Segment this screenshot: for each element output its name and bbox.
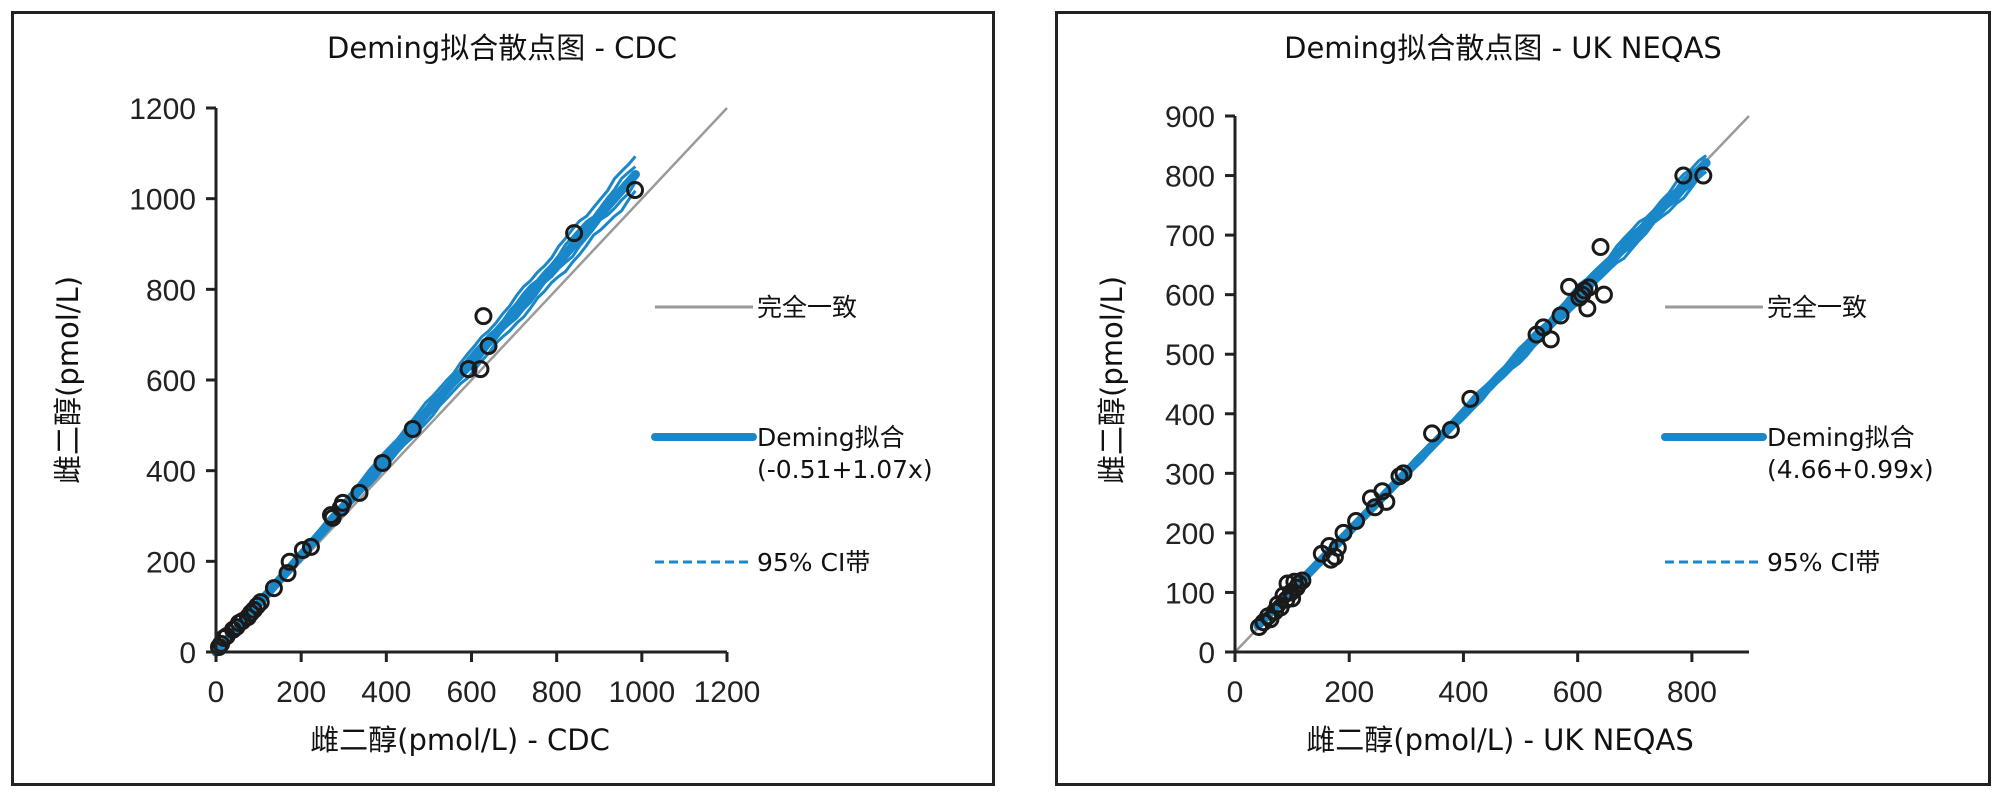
data-point [1461, 389, 1480, 408]
legend-label-fit: Deming拟合 [757, 423, 905, 452]
y-tick-label: 400 [146, 456, 196, 489]
data-point [1289, 574, 1308, 593]
legend-uk-neqas: 完全一致 Deming拟合 (4.66+0.99x) 95% CI带 [1661, 293, 1934, 577]
data-point [471, 360, 490, 379]
data-point [1394, 464, 1413, 483]
y-tick-label: 600 [146, 365, 196, 398]
y-axis-title-cdc: 雌二醇(pmol/L) [51, 276, 85, 484]
chart-panel-cdc [11, 11, 995, 786]
data-point [280, 552, 299, 571]
y-tick-label: 300 [1165, 458, 1215, 491]
x-tick-label: 600 [446, 676, 496, 709]
data-point [1328, 538, 1347, 557]
y-tick-label: 900 [1165, 101, 1215, 134]
data-point [1580, 278, 1599, 297]
legend-label-identity: 完全一致 [1767, 293, 1867, 322]
x-axis-title-uk-neqas: 雌二醇(pmol/L) - UK NEQAS [1306, 723, 1693, 757]
data-point [1347, 511, 1366, 530]
x-tick-label: 200 [276, 676, 326, 709]
data-point [479, 337, 498, 355]
y-tick-label: 800 [146, 274, 196, 307]
y-tick-label: 100 [1165, 577, 1215, 610]
data-point [251, 593, 270, 612]
y-tick-label: 700 [1165, 220, 1215, 253]
deming-fit-line [211, 169, 640, 657]
data-point [350, 483, 369, 502]
x-tick-label: 400 [361, 676, 411, 709]
chart-panel-uk-neqas [1055, 11, 1991, 786]
chart-title-cdc: Deming拟合散点图 - CDC [327, 31, 677, 65]
y-tick-label: 200 [1165, 518, 1215, 551]
y-tick-label: 400 [1165, 399, 1215, 432]
data-point [278, 564, 297, 583]
data-point [333, 493, 352, 512]
legend-label-ci: 95% CI带 [1767, 548, 1880, 577]
data-point [565, 224, 584, 243]
y-tick-label: 600 [1165, 280, 1215, 313]
data-point [403, 419, 422, 438]
data-point [1325, 547, 1344, 566]
x-tick-label: 400 [1438, 676, 1488, 709]
y-axis-title-uk-neqas: 雌二醇(pmol/L) [1095, 276, 1129, 484]
plot-area-uk-neqas: 0 100 200 300 400 500 600 700 800 900 0 200 400 600 80… [1165, 101, 1934, 709]
chart-title-uk-neqas: Deming拟合散点图 - UK NEQAS [1284, 31, 1722, 65]
data-point [1594, 285, 1613, 304]
y-tick-label: 1000 [129, 184, 196, 217]
legend-cdc: 完全一致 Deming拟合 (-0.51+1.07x) 95% CI带 [651, 293, 933, 577]
x-axis-title-cdc: 雌二醇(pmol/L) - CDC [310, 723, 610, 757]
data-point [1591, 238, 1610, 257]
data-point [1377, 492, 1396, 511]
data-point [293, 541, 312, 559]
y-tick-label: 1200 [129, 93, 196, 126]
data-point [1334, 523, 1353, 542]
data-point [1551, 306, 1570, 325]
data-point [1578, 299, 1597, 318]
data-point [1423, 424, 1442, 443]
legend-sublabel-fit: (4.66+0.99x) [1767, 455, 1934, 484]
data-point [1293, 571, 1312, 590]
y-tick-label: 200 [146, 546, 196, 579]
data-point [1694, 166, 1713, 185]
data-point [1283, 589, 1302, 608]
x-tick-label: 0 [208, 676, 225, 709]
x-tick-label: 200 [1324, 676, 1374, 709]
legend-label-fit: Deming拟合 [1767, 423, 1915, 452]
x-tick-label: 600 [1553, 676, 1603, 709]
data-point [1541, 330, 1560, 349]
data-point [626, 181, 645, 200]
x-tick-label: 1000 [608, 676, 675, 709]
y-tick-label: 0 [179, 637, 196, 670]
y-tick-label: 500 [1165, 339, 1215, 372]
plot-area-cdc: 0 200 400 600 800 1000 1200 0 200 400 600 800 1000 12… [129, 93, 932, 709]
data-point [264, 579, 283, 598]
y-tick-label: 0 [1198, 637, 1215, 670]
data-point [248, 596, 267, 615]
legend-sublabel-fit: (-0.51+1.07x) [757, 455, 933, 484]
data-point [1373, 482, 1392, 501]
x-tick-label: 800 [1667, 676, 1717, 709]
data-point [301, 537, 320, 556]
legend-label-identity: 完全一致 [757, 293, 857, 322]
data-point [1441, 420, 1460, 439]
data-point [459, 360, 478, 379]
x-tick-label: 0 [1227, 676, 1244, 709]
x-tick-label: 800 [532, 676, 582, 709]
legend-label-ci: 95% CI带 [757, 548, 870, 577]
data-point [373, 453, 392, 472]
y-tick-label: 800 [1165, 161, 1215, 194]
x-tick-label: 1200 [694, 676, 761, 709]
data-point [1674, 166, 1693, 185]
data-point [474, 307, 493, 326]
